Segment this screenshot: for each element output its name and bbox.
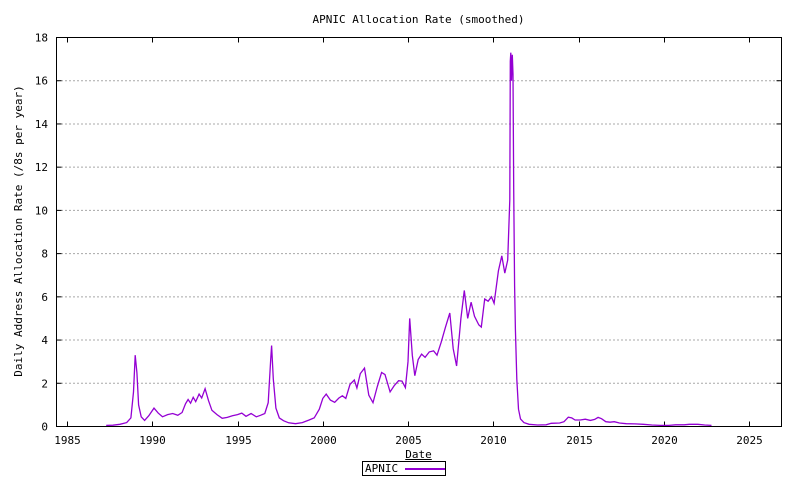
series-line-APNIC [106, 52, 712, 427]
y-tick-label-0: 0 [41, 421, 48, 434]
y-tick-label-10: 10 [35, 204, 48, 217]
x-tick-label-2025: 2025 [736, 434, 763, 447]
plot-border [56, 37, 782, 427]
x-tick-label-2005: 2005 [395, 434, 422, 447]
x-tick-label-1995: 1995 [225, 434, 252, 447]
x-tick-label-1985: 1985 [54, 434, 81, 447]
legend-line-sample [405, 467, 445, 470]
x-tick-label-1990: 1990 [139, 434, 166, 447]
legend-label: APNIC [365, 462, 399, 475]
y-tick-label-16: 16 [35, 75, 48, 88]
y-tick-label-18: 18 [35, 32, 48, 45]
x-tick-label-2015: 2015 [566, 434, 593, 447]
x-axis-label-text: Date [405, 448, 432, 461]
x-tick-label-2000: 2000 [310, 434, 337, 447]
x-tick-label-2010: 2010 [480, 434, 507, 447]
y-tick-label-14: 14 [35, 118, 49, 131]
legend-box: APNIC [362, 461, 446, 476]
y-tick-label-8: 8 [41, 248, 48, 261]
y-tick-label-2: 2 [41, 377, 48, 390]
x-axis-label: Date [56, 449, 781, 461]
chart-title: APNIC Allocation Rate (smoothed) [312, 13, 525, 26]
y-tick-label-12: 12 [35, 161, 48, 174]
y-tick-label-4: 4 [41, 334, 48, 347]
x-tick-label-2020: 2020 [651, 434, 678, 447]
y-tick-label-6: 6 [41, 291, 48, 304]
